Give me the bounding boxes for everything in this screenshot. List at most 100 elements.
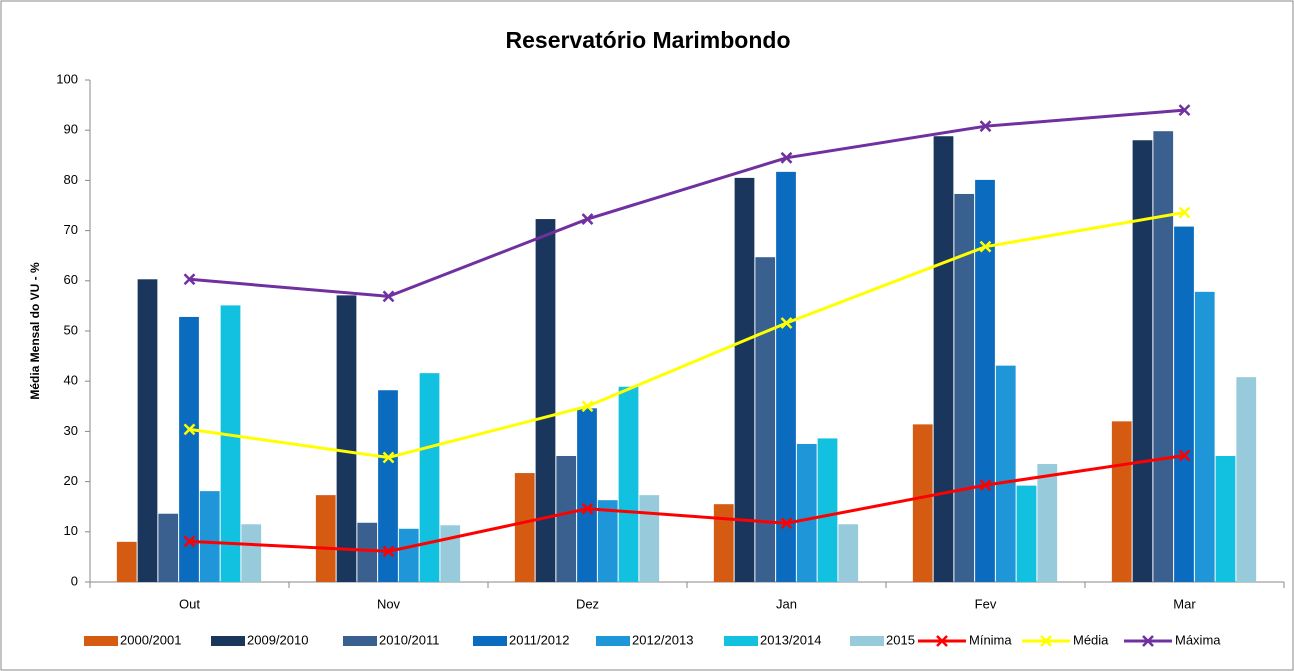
bar <box>1215 455 1236 582</box>
legend-swatch <box>84 636 118 646</box>
y-tick-label: 60 <box>64 272 78 287</box>
bar <box>954 193 975 583</box>
bar <box>220 305 241 582</box>
bar <box>336 295 357 582</box>
bar <box>158 513 179 582</box>
legend-swatch <box>211 636 245 646</box>
x-tick-label: Mar <box>1173 596 1196 611</box>
legend-swatch <box>724 636 758 646</box>
legend-label: 2010/2011 <box>379 632 440 647</box>
bar <box>1037 464 1058 582</box>
line-marker <box>979 240 992 253</box>
bar <box>817 438 838 582</box>
y-tick-label: 0 <box>71 573 78 588</box>
line-marker <box>581 400 594 413</box>
legend-label: Máxima <box>1175 632 1221 647</box>
line-marker <box>780 517 793 530</box>
y-tick-label: 100 <box>56 71 78 86</box>
y-tick-label: 90 <box>64 122 78 137</box>
bar <box>241 524 262 582</box>
bar <box>933 136 954 582</box>
bar <box>1016 485 1037 582</box>
bar <box>577 408 597 582</box>
line-marker <box>581 502 594 515</box>
x-tick-label: Nov <box>377 596 401 611</box>
bar <box>556 455 577 582</box>
bar <box>1153 131 1174 583</box>
bar <box>975 179 995 582</box>
line-marker <box>1178 104 1191 117</box>
line-marker <box>382 290 395 303</box>
line-marker <box>1178 206 1191 219</box>
y-tick-label: 30 <box>64 423 78 438</box>
bar <box>995 365 1016 582</box>
line-marker <box>780 317 793 329</box>
line-marker <box>382 545 395 558</box>
y-tick-label: 20 <box>64 473 78 488</box>
line <box>189 211 1185 460</box>
legend-label: Mínima <box>969 632 1012 647</box>
bar <box>1236 377 1257 582</box>
legend-label: 2011/2012 <box>509 632 570 647</box>
bar <box>713 504 734 582</box>
y-tick-label: 50 <box>64 322 78 337</box>
bar <box>179 316 199 582</box>
line-marker <box>183 535 196 548</box>
x-tick-label: Jan <box>776 596 797 611</box>
legend-swatch <box>343 636 377 646</box>
line-marker <box>1178 449 1191 462</box>
y-tick-label: 40 <box>64 373 78 388</box>
bar <box>535 219 556 582</box>
line-marker <box>183 273 196 286</box>
bar <box>199 491 220 582</box>
bar <box>419 373 440 582</box>
bar <box>398 528 419 582</box>
legend-label: 2012/2013 <box>632 632 693 647</box>
line-marker <box>780 151 793 164</box>
chart-title: Reservatório Marimbondo <box>506 27 791 53</box>
y-tick-label: 10 <box>64 523 78 538</box>
line-marker <box>979 120 992 133</box>
line <box>189 108 1185 298</box>
bar <box>116 541 137 582</box>
legend-label: 2009/2010 <box>247 632 308 647</box>
bar <box>597 500 618 582</box>
bar <box>137 279 158 582</box>
bar <box>618 386 639 582</box>
line-marker <box>979 479 992 491</box>
legend-label: Média <box>1073 632 1109 647</box>
legend-swatch <box>850 636 884 646</box>
line-marker <box>581 213 594 225</box>
line-marker <box>382 451 395 464</box>
y-tick-label: 80 <box>64 172 78 187</box>
x-tick-label: Out <box>179 596 200 611</box>
bar <box>734 177 755 582</box>
line <box>189 454 1185 553</box>
y-tick-label: 70 <box>64 222 78 237</box>
bar <box>1111 421 1132 582</box>
y-axis-label: Média Mensal do VU - % <box>28 262 42 400</box>
legend-label: 2013/2014 <box>760 632 821 647</box>
bar <box>1132 140 1153 583</box>
bar <box>1194 291 1215 582</box>
bar <box>514 473 535 582</box>
bar <box>838 524 859 582</box>
legend-marker <box>936 635 948 647</box>
bar <box>639 495 660 582</box>
bar <box>357 522 378 582</box>
bar <box>776 171 796 582</box>
line-marker <box>183 423 196 436</box>
legend-marker <box>1040 635 1052 647</box>
legend-swatch <box>596 636 630 646</box>
bar <box>378 390 398 582</box>
bar <box>755 257 776 582</box>
legend-marker <box>1142 635 1154 647</box>
x-tick-label: Dez <box>576 596 599 611</box>
x-tick-label: Fev <box>975 596 997 611</box>
bar <box>1174 226 1194 583</box>
bar <box>440 525 461 582</box>
legend-label: 2015 <box>886 632 915 647</box>
bar <box>912 424 933 582</box>
legend-swatch <box>473 636 507 646</box>
